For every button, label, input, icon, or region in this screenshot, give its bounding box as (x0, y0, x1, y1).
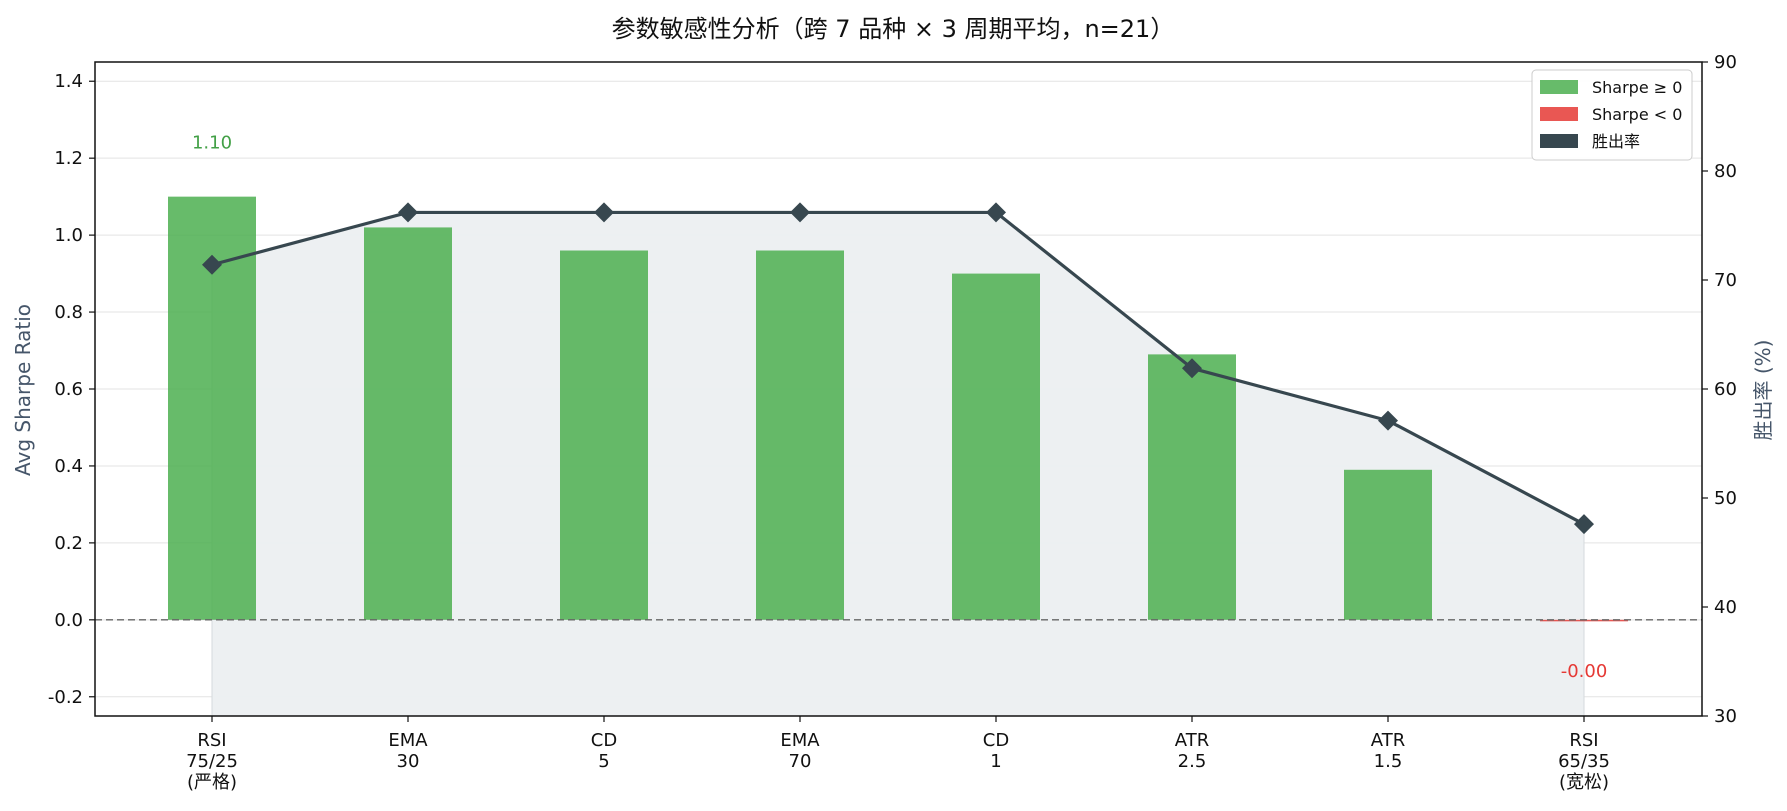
winrate-marker (594, 202, 614, 223)
bar (560, 250, 648, 620)
y-tick-label: -0.2 (48, 687, 83, 708)
x-tick-label: ATR 1.5 (1371, 730, 1405, 772)
y-axis-label: Avg Sharpe Ratio (11, 304, 35, 476)
chart-title: 参数敏感性分析（跨 7 品种 × 3 周期平均，n=21） (612, 15, 1175, 43)
y-tick-label: 1.2 (54, 148, 83, 169)
y2-tick-label: 70 (1714, 270, 1737, 291)
bar (364, 227, 452, 620)
y2-axis-label: 胜出率 (%) (1751, 340, 1775, 441)
legend-label: Sharpe ≥ 0 (1592, 78, 1682, 97)
winrate-marker (398, 202, 418, 223)
legend-label: 胜出率 (1592, 132, 1640, 151)
bar (1148, 354, 1236, 620)
bar (952, 273, 1040, 620)
winrate-marker (1574, 514, 1594, 535)
x-tick-label: RSI 65/35 (宽松) (1558, 730, 1610, 793)
legend-swatch (1540, 80, 1578, 94)
legend-swatch (1540, 134, 1578, 148)
bar (1344, 469, 1432, 620)
winrate-marker (1182, 358, 1202, 379)
legend-swatch (1540, 107, 1578, 121)
x-tick-label: ATR 2.5 (1175, 730, 1209, 772)
winrate-marker (790, 202, 810, 223)
y-axis-left: -0.2 0.0 0.2 0.4 0.6 0.8 1.0 1.2 1.4 (48, 71, 95, 708)
y-tick-label: 0.0 (54, 610, 83, 631)
data-label: -0.00 (1561, 661, 1608, 682)
winrate-polyline (211, 210, 1585, 526)
data-labels: 1.10 -0.00 (192, 133, 1607, 682)
x-tick-label: CD 5 (591, 730, 617, 772)
x-tick-label: CD 1 (983, 730, 1009, 772)
y2-tick-label: 30 (1714, 706, 1737, 727)
bar (1540, 619, 1628, 622)
y-tick-label: 1.4 (54, 71, 83, 92)
y2-tick-label: 50 (1714, 488, 1737, 509)
x-tick-label: RSI 75/25 (严格) (186, 730, 238, 793)
x-axis: RSI 75/25 (严格) EMA 30 CD 5 EMA 70 CD 1 ATR 2.5 ATR 1.5… (186, 716, 1610, 793)
y2-tick-label: 40 (1714, 597, 1737, 618)
y2-tick-label: 90 (1714, 52, 1737, 73)
legend-label: Sharpe < 0 (1592, 105, 1682, 124)
legend: Sharpe ≥ 0 Sharpe < 0 胜出率 (1531, 69, 1693, 161)
y-tick-label: 0.2 (54, 533, 83, 554)
data-label: 1.10 (192, 133, 232, 154)
y2-tick-label: 60 (1714, 379, 1737, 400)
winrate-marker (202, 254, 222, 275)
y2-tick-label: 80 (1714, 161, 1737, 182)
y-tick-label: 0.6 (54, 379, 83, 400)
x-tick-label: EMA 70 (780, 730, 820, 772)
winrate-marker (1378, 410, 1398, 431)
bar (756, 250, 844, 620)
y-axis-right: 30 40 50 60 70 80 90 (1702, 52, 1737, 727)
y-tick-label: 0.8 (54, 302, 83, 323)
y-tick-label: 0.4 (54, 456, 83, 477)
x-tick-label: EMA 30 (388, 730, 428, 772)
y-tick-label: 1.0 (54, 225, 83, 246)
winrate-line (202, 202, 1594, 535)
winrate-marker (986, 202, 1006, 223)
